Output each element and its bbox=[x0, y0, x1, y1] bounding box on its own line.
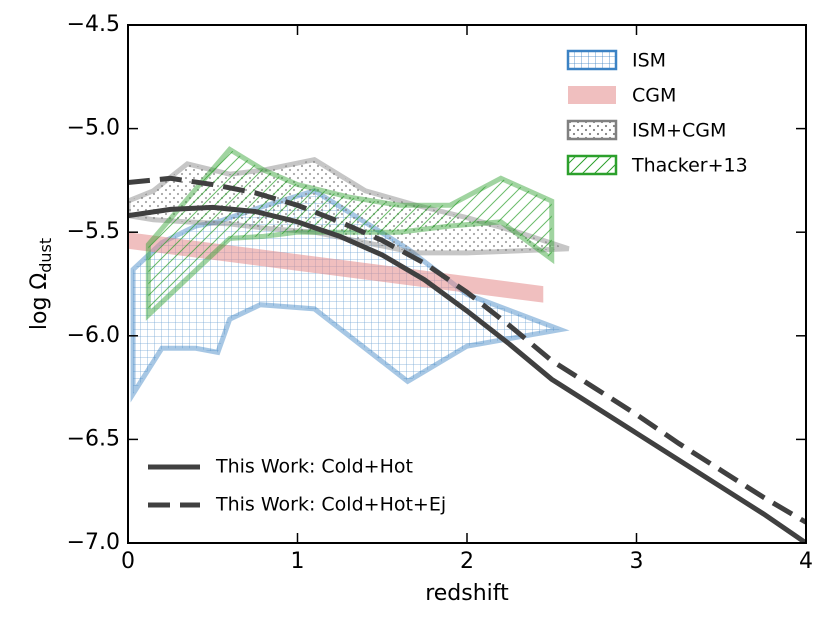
y-axis-label-main: log Ω bbox=[27, 273, 52, 330]
legend-swatch bbox=[568, 86, 616, 104]
legend-swatch bbox=[566, 49, 618, 71]
y-axis-label: log Ωdust bbox=[27, 238, 55, 330]
legend-label: ISM bbox=[632, 50, 666, 72]
x-tick-label: 2 bbox=[460, 549, 474, 574]
x-tick-label: 4 bbox=[799, 549, 813, 574]
legend-swatch bbox=[566, 154, 618, 176]
x-axis-label: redshift bbox=[425, 581, 509, 606]
x-tick-label: 1 bbox=[291, 549, 305, 574]
band bbox=[128, 232, 544, 303]
y-tick-label: −6.5 bbox=[67, 426, 120, 451]
y-tick-label: −5.0 bbox=[67, 116, 120, 141]
line bbox=[128, 175, 806, 525]
x-tick-label: 0 bbox=[121, 549, 135, 574]
legend-label: This Work: Cold+Hot bbox=[215, 456, 413, 478]
y-tick-label: −6.0 bbox=[67, 323, 120, 348]
y-tick-label: −7.0 bbox=[67, 530, 120, 555]
legend-label: Thacker+13 bbox=[631, 155, 748, 177]
legends: ISM CGM ISM+CGM Thacker+13 This Work: Cold+H… bbox=[148, 50, 748, 516]
legend-label: This Work: Cold+Hot+Ej bbox=[215, 494, 446, 516]
y-tick-label: −5.5 bbox=[67, 219, 120, 244]
plot-area bbox=[128, 146, 806, 543]
legend-label: CGM bbox=[632, 85, 676, 107]
legend-swatch bbox=[566, 119, 618, 141]
y-tick-label: −4.5 bbox=[67, 12, 120, 37]
line bbox=[128, 204, 806, 543]
x-tick-label: 3 bbox=[630, 549, 644, 574]
band bbox=[145, 146, 555, 321]
y-axis-label-sub: dust bbox=[36, 238, 55, 273]
legend-label: ISM+CGM bbox=[632, 120, 726, 142]
